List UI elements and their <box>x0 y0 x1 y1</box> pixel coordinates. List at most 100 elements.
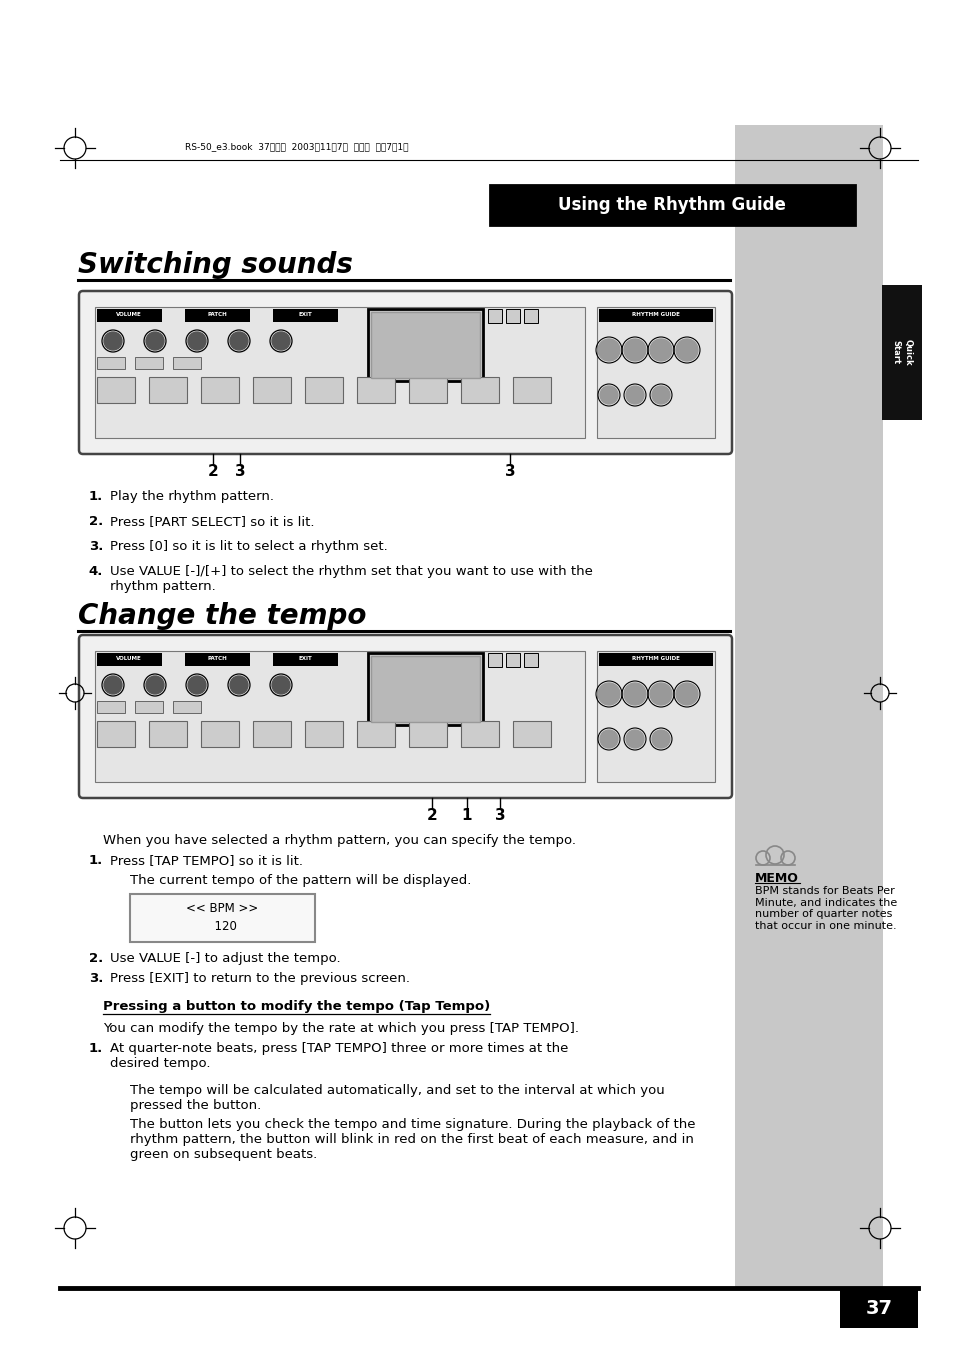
Circle shape <box>188 332 206 350</box>
Bar <box>305 721 343 747</box>
Bar <box>97 653 162 666</box>
Bar <box>523 653 537 667</box>
Bar <box>356 721 395 747</box>
Circle shape <box>649 683 671 705</box>
Text: 1: 1 <box>461 809 472 824</box>
Text: 3.: 3. <box>89 972 103 986</box>
Bar <box>368 309 482 381</box>
Text: 1.: 1. <box>89 490 103 504</box>
Bar <box>490 185 854 225</box>
Circle shape <box>146 332 164 350</box>
Circle shape <box>676 683 698 705</box>
FancyBboxPatch shape <box>79 292 731 454</box>
Text: EXIT: EXIT <box>297 312 312 317</box>
Text: The button lets you check the tempo and time signature. During the playback of t: The button lets you check the tempo and … <box>130 1118 695 1161</box>
Bar <box>253 377 291 404</box>
Text: PATCH: PATCH <box>207 312 227 317</box>
Circle shape <box>146 676 164 694</box>
Circle shape <box>651 730 669 748</box>
Circle shape <box>625 386 643 404</box>
Bar <box>505 309 519 323</box>
Bar <box>597 651 714 782</box>
Circle shape <box>230 332 248 350</box>
Text: 1.: 1. <box>89 1042 103 1054</box>
Text: 3.: 3. <box>89 540 103 553</box>
Text: 120: 120 <box>207 921 236 933</box>
Text: Press [EXIT] to return to the previous screen.: Press [EXIT] to return to the previous s… <box>110 972 410 986</box>
Text: BPM stands for Beats Per
Minute, and indicates the
number of quarter notes
that : BPM stands for Beats Per Minute, and ind… <box>754 886 897 930</box>
Bar <box>95 306 584 437</box>
Circle shape <box>651 386 669 404</box>
Bar <box>513 377 551 404</box>
Bar <box>201 377 239 404</box>
Circle shape <box>599 386 618 404</box>
Bar <box>97 721 135 747</box>
Text: The tempo will be calculated automatically, and set to the interval at which you: The tempo will be calculated automatical… <box>130 1084 664 1112</box>
Circle shape <box>623 683 645 705</box>
Bar <box>734 126 882 1291</box>
Bar <box>185 653 250 666</box>
Text: Press [0] so it is lit to select a rhythm set.: Press [0] so it is lit to select a rhyth… <box>110 540 387 553</box>
Bar <box>97 377 135 404</box>
Bar <box>597 306 714 437</box>
Bar <box>368 653 482 725</box>
Bar <box>409 721 447 747</box>
Bar <box>371 312 479 378</box>
Circle shape <box>625 730 643 748</box>
Bar <box>97 309 162 323</box>
Bar <box>149 721 187 747</box>
Bar <box>505 653 519 667</box>
Text: RS-50_e3.book  37ページ  2003年11朇7日  金曜日  午後7晎1分: RS-50_e3.book 37ページ 2003年11朇7日 金曜日 午後7晎1… <box>185 143 408 151</box>
Bar <box>488 653 501 667</box>
Text: RHYTHM GUIDE: RHYTHM GUIDE <box>632 312 679 317</box>
Circle shape <box>649 339 671 360</box>
Text: EXIT: EXIT <box>297 656 312 662</box>
Bar <box>882 285 921 420</box>
Text: Change the tempo: Change the tempo <box>78 602 366 630</box>
Bar <box>371 656 479 722</box>
Bar <box>488 309 501 323</box>
Text: The current tempo of the pattern will be displayed.: The current tempo of the pattern will be… <box>130 873 471 887</box>
Text: 2.: 2. <box>89 514 103 528</box>
Circle shape <box>230 676 248 694</box>
Circle shape <box>598 683 619 705</box>
Text: 3: 3 <box>504 464 515 479</box>
Text: MEMO: MEMO <box>754 872 798 886</box>
Bar <box>840 1291 917 1328</box>
Circle shape <box>188 676 206 694</box>
Circle shape <box>599 730 618 748</box>
Bar <box>523 309 537 323</box>
Bar <box>305 377 343 404</box>
Text: Press [PART SELECT] so it is lit.: Press [PART SELECT] so it is lit. <box>110 514 314 528</box>
Text: At quarter-note beats, press [TAP TEMPO] three or more times at the
desired temp: At quarter-note beats, press [TAP TEMPO]… <box>110 1042 568 1071</box>
Text: Use VALUE [-]/[+] to select the rhythm set that you want to use with the
rhythm : Use VALUE [-]/[+] to select the rhythm s… <box>110 566 592 593</box>
Circle shape <box>104 676 122 694</box>
Bar <box>185 309 250 323</box>
Bar <box>130 894 314 942</box>
Bar <box>460 377 498 404</box>
Text: Use VALUE [-] to adjust the tempo.: Use VALUE [-] to adjust the tempo. <box>110 952 340 965</box>
Bar <box>598 309 712 323</box>
Bar <box>356 377 395 404</box>
Circle shape <box>272 332 290 350</box>
Text: 2: 2 <box>208 464 218 479</box>
Circle shape <box>104 332 122 350</box>
Text: 4.: 4. <box>89 566 103 578</box>
Bar <box>149 377 187 404</box>
Text: Switching sounds: Switching sounds <box>78 251 353 279</box>
Bar <box>513 721 551 747</box>
FancyBboxPatch shape <box>79 634 731 798</box>
Bar <box>598 653 712 666</box>
Text: 3: 3 <box>234 464 245 479</box>
Text: Play the rhythm pattern.: Play the rhythm pattern. <box>110 490 274 504</box>
Bar <box>135 701 163 713</box>
Text: 37: 37 <box>864 1300 892 1319</box>
Bar <box>172 356 201 369</box>
Circle shape <box>623 339 645 360</box>
Bar <box>201 721 239 747</box>
Text: Pressing a button to modify the tempo (Tap Tempo): Pressing a button to modify the tempo (T… <box>103 1000 490 1012</box>
Circle shape <box>598 339 619 360</box>
Text: When you have selected a rhythm pattern, you can specify the tempo.: When you have selected a rhythm pattern,… <box>103 834 576 846</box>
Text: << BPM >>: << BPM >> <box>186 903 258 915</box>
Bar <box>253 721 291 747</box>
